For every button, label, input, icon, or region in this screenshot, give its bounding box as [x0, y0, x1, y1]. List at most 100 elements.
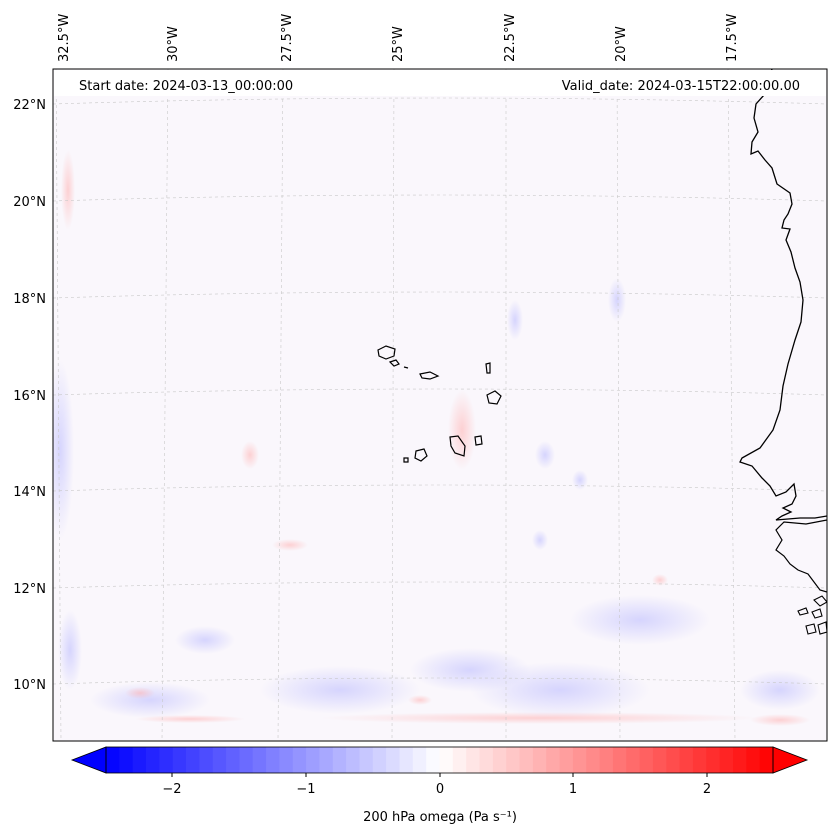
start-date-label: Start date: 2024-03-13_00:00:00 [79, 79, 293, 94]
island-sal [485, 362, 491, 374]
colorbar-segment [719, 747, 734, 773]
colorbar-segments [106, 747, 774, 773]
colorbar-segment [759, 747, 774, 773]
parallel-16n [53, 388, 827, 396]
colorbar-segment [279, 747, 294, 773]
lat-label-20n: 20°N [13, 195, 46, 210]
meridian-27-5w [277, 69, 284, 741]
gridlines [53, 69, 827, 741]
colorbar-segment [399, 747, 414, 773]
colorbar-segment [652, 747, 667, 773]
colorbar-segment [386, 747, 401, 773]
colorbar-segment [466, 747, 481, 773]
lat-label-14n: 14°N [13, 485, 46, 500]
cape-verde-islands [377, 345, 502, 463]
colorbar-segment [239, 747, 254, 773]
parallel-14n [53, 484, 827, 492]
colorbar-segment [679, 747, 694, 773]
colorbar-segment [439, 747, 454, 773]
omega-field [53, 69, 827, 741]
colorbar-segment [172, 747, 187, 773]
colorbar-segment [346, 747, 361, 773]
lat-label-22n: 22°N [13, 98, 46, 113]
colorbar-segment [572, 747, 587, 773]
colorbar-segment [492, 747, 507, 773]
colorbar-segment [559, 747, 574, 773]
meridian-17-5w [727, 69, 736, 741]
parallel-18n [53, 291, 827, 299]
info-box [54, 70, 826, 96]
meridian-32-5w [55, 69, 62, 741]
colorbar-segment [732, 747, 747, 773]
colorbar-ticks [171, 773, 708, 777]
lon-label-17-5w: 17.5°W [725, 14, 740, 62]
colorbar-segment [692, 747, 707, 773]
island-fogo [414, 448, 428, 462]
latitude-labels: 22°N 20°N 18°N 16°N 14°N 12°N 10°N [13, 98, 46, 693]
lon-label-32-5w: 32.5°W [57, 14, 72, 62]
colorbar-segment [372, 747, 387, 773]
cb-tick-label-m2: −2 [162, 782, 181, 797]
island-santa-luzia [403, 366, 409, 369]
lon-label-22-5w: 22.5°W [503, 14, 518, 62]
cb-tick-label-1: 1 [569, 782, 577, 797]
colorbar-segment [306, 747, 321, 773]
cb-tick-label-0: 0 [436, 782, 444, 797]
longitude-labels: 32.5°W 30°W 27.5°W 25°W 22.5°W 20°W 17.5… [57, 14, 740, 62]
colorbar-segment [452, 747, 467, 773]
meridian-30w [161, 69, 169, 741]
colorbar-segment [599, 747, 614, 773]
lon-label-25w: 25°W [391, 26, 406, 62]
colorbar-segment [546, 747, 561, 773]
colorbar-segment [479, 747, 494, 773]
colorbar-segment [706, 747, 721, 773]
lat-label-18n: 18°N [13, 292, 46, 307]
island-santiago [449, 435, 466, 457]
colorbar-segment [359, 747, 374, 773]
colorbar-segment [532, 747, 547, 773]
colorbar-segment [292, 747, 307, 773]
colorbar-segment [252, 747, 267, 773]
lat-label-12n: 12°N [13, 582, 46, 597]
colorbar-segment [639, 747, 654, 773]
colorbar-segment [746, 747, 761, 773]
lat-label-16n: 16°N [13, 389, 46, 404]
island-sao-vicente [388, 359, 400, 367]
colorbar-segment [412, 747, 427, 773]
colorbar-segment [586, 747, 601, 773]
meridian-20w [616, 69, 621, 741]
colorbar-segment [519, 747, 534, 773]
colorbar-segment [226, 747, 240, 773]
colorbar-segment [319, 747, 334, 773]
parallel-10n [53, 677, 827, 685]
colorbar-segment [426, 747, 441, 773]
lon-label-20w: 20°W [614, 26, 629, 62]
colorbar-segment [626, 747, 641, 773]
island-maio [474, 435, 483, 446]
colorbar-segment [186, 747, 200, 773]
africa-coastline [739, 69, 827, 521]
valid-date-label: Valid_date: 2024-03-15T22:00:00.00 [562, 79, 800, 94]
colorbar-segment [159, 747, 174, 773]
colorbar-segment [119, 747, 134, 773]
island-boa-vista [486, 390, 502, 405]
colorbar-segment [106, 747, 120, 773]
island-sao-nicolau [419, 371, 440, 380]
africa-coastline-south [775, 519, 827, 593]
colorbar-segment [146, 747, 160, 773]
lon-label-27-5w: 27.5°W [280, 14, 295, 62]
meridian-25w [391, 69, 395, 741]
colorbar-title: 200 hPa omega (Pa s⁻¹) [363, 810, 517, 825]
colorbar-segment [212, 747, 227, 773]
colorbar-segment [666, 747, 681, 773]
map-frame [52, 68, 828, 742]
lon-label-30w: 30°W [166, 26, 181, 62]
cb-tick-label-m1: −1 [296, 782, 315, 797]
colorbar-max-extension [772, 746, 809, 774]
colorbar-segment [332, 747, 347, 773]
bijagos-islands [797, 595, 827, 635]
colorbar-segment [266, 747, 281, 773]
cb-tick-label-2: 2 [703, 782, 711, 797]
island-brava [403, 457, 409, 463]
colorbar-segment [612, 747, 627, 773]
